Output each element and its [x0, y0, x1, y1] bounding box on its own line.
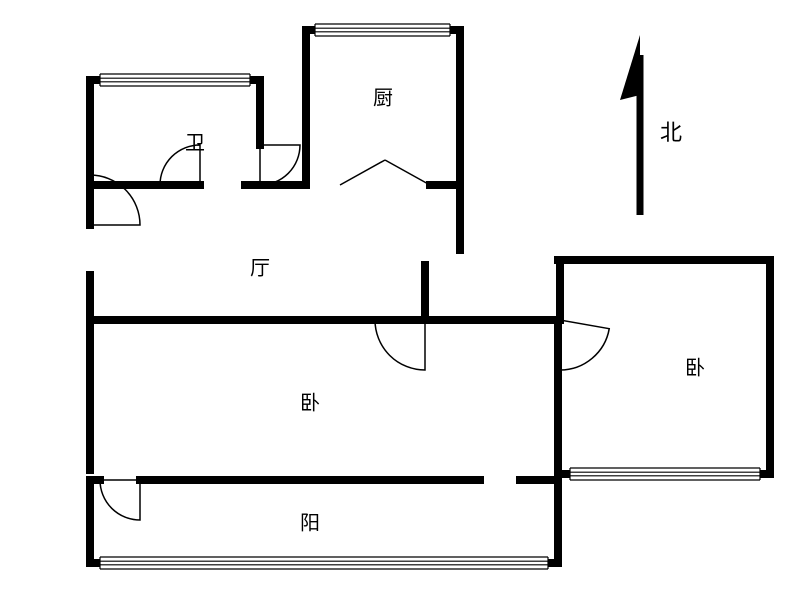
room-label-bedroom1: 卧 [300, 392, 320, 415]
room-label-bathroom: 卫 [185, 133, 205, 155]
room-label-balcony: 阳 [300, 512, 320, 535]
compass-label: 北 [660, 120, 682, 145]
window-gap [570, 468, 760, 480]
room-label-kitchen: 厨 [373, 88, 393, 110]
floorplan-canvas: 卫厨厅卧卧阳北 [0, 0, 800, 600]
window-gap [315, 24, 450, 36]
window-gap [100, 74, 250, 86]
background [0, 0, 800, 600]
room-label-living: 厅 [250, 258, 270, 280]
room-label-bedroom2: 卧 [685, 357, 705, 380]
window-gap [100, 557, 548, 569]
